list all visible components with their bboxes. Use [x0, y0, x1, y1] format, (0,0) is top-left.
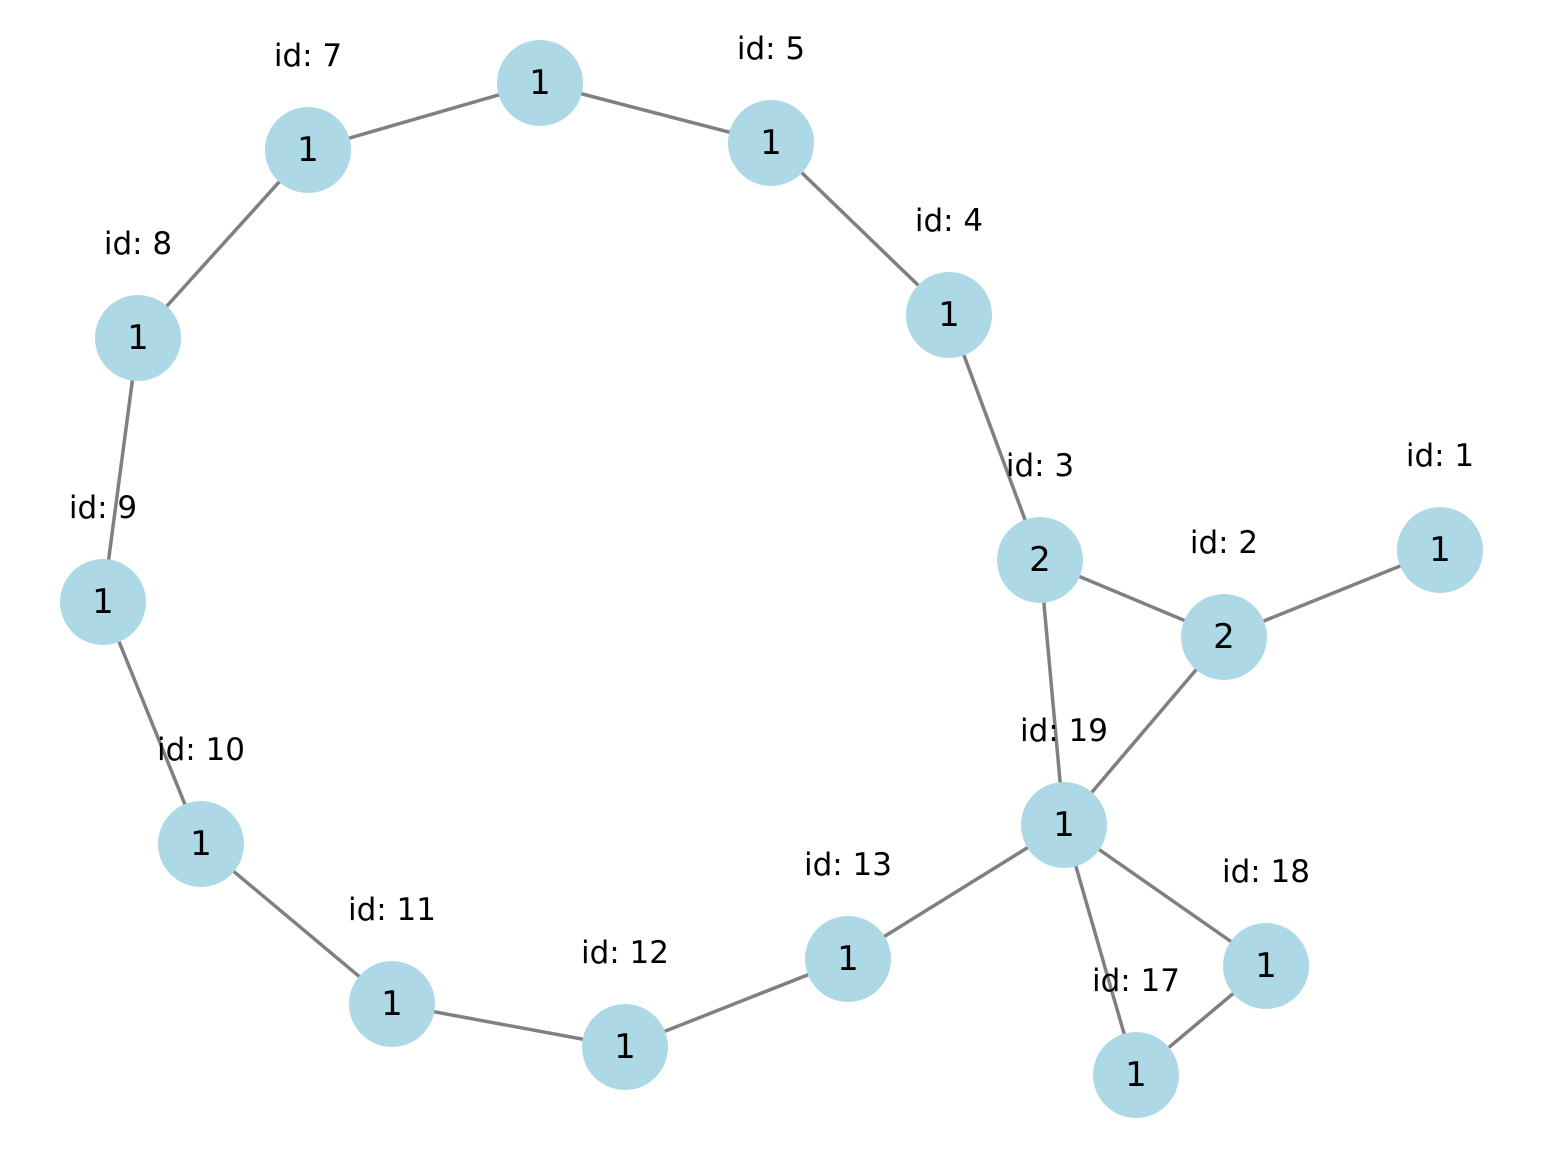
node-id-label: id: 4 [915, 203, 983, 239]
edge-n19-n17 [1062, 823, 1138, 1077]
edge-layer [101, 81, 1442, 1077]
node-circle [1093, 1032, 1179, 1118]
graph-node-n9: 1 id: 9 [60, 490, 146, 645]
node-circle [805, 916, 891, 1002]
node-id-label: id: 10 [157, 732, 245, 768]
node-id-label: id: 12 [581, 935, 669, 971]
node-id-label: id: 7 [274, 38, 342, 74]
node-id-label: id: 3 [1006, 448, 1074, 484]
node-id-label: id: 8 [104, 226, 172, 262]
node-value-label: 2 [1029, 540, 1051, 580]
node-value-label: 1 [190, 824, 212, 864]
node-circle [1397, 507, 1483, 593]
graph-node-n1: 1 id: 1 [1397, 438, 1483, 593]
graph-node-n12: 1 id: 12 [581, 935, 669, 1090]
node-value-label: 1 [127, 318, 149, 358]
node-value-label: 1 [614, 1027, 636, 1067]
node-value-label: 1 [1255, 946, 1277, 986]
edge-n8-n9 [101, 336, 140, 604]
graph-node-n8: 1 id: 8 [95, 226, 181, 381]
graph-node-n7: 1 id: 7 [265, 38, 351, 193]
node-value-label: 1 [529, 63, 551, 103]
node-id-label: id: 2 [1190, 525, 1258, 561]
graph-node-n18: 1 id: 18 [1222, 854, 1310, 1009]
node-value-label: 2 [1213, 617, 1235, 657]
node-value-label: 1 [1125, 1055, 1147, 1095]
node-circle [582, 1004, 668, 1090]
node-circle [728, 100, 814, 186]
node-circle [497, 40, 583, 126]
node-value-label: 1 [1429, 530, 1451, 570]
graph-node-n5: 1 id: 5 [728, 31, 814, 186]
graph-node-n3: 2 id: 3 [997, 448, 1083, 603]
node-circle [95, 295, 181, 381]
node-circle [1021, 782, 1107, 868]
node-id-label: id: 18 [1222, 854, 1310, 890]
edge-n9-n10 [101, 600, 203, 846]
edge-n3-n4 [947, 313, 1042, 562]
graph-node-n17: 1 id: 17 [1092, 963, 1180, 1118]
node-circle [906, 272, 992, 358]
node-value-label: 1 [938, 295, 960, 335]
graph-node-n11: 1 id: 11 [348, 892, 436, 1047]
node-id-label: id: 5 [737, 31, 805, 67]
node-value-label: 1 [381, 984, 403, 1024]
graph-node-n19: 1 id: 19 [1020, 713, 1108, 868]
node-circle [997, 517, 1083, 603]
graph-node-n13: 1 id: 13 [804, 847, 892, 1002]
node-value-label: 1 [297, 130, 319, 170]
node-id-label: id: 17 [1092, 963, 1180, 999]
node-id-label: id: 19 [1020, 713, 1108, 749]
node-circle [1223, 923, 1309, 1009]
graph-node-n6: 1 [497, 40, 583, 126]
node-value-label: 1 [837, 939, 859, 979]
node-id-label: id: 1 [1406, 438, 1474, 474]
edge-n3-n19 [1038, 558, 1066, 827]
node-id-label: id: 11 [348, 892, 436, 928]
node-circle [265, 107, 351, 193]
node-circle [158, 801, 244, 887]
node-value-label: 1 [92, 582, 114, 622]
node-circle [349, 961, 435, 1047]
node-id-label: id: 9 [69, 490, 137, 526]
graph-node-n10: 1 id: 10 [157, 732, 245, 887]
node-circle [60, 559, 146, 645]
graph-node-n2: 2 id: 2 [1181, 525, 1267, 680]
node-id-label: id: 13 [804, 847, 892, 883]
node-value-label: 1 [760, 123, 782, 163]
node-value-label: 1 [1053, 805, 1075, 845]
node-circle [1181, 594, 1267, 680]
graph-node-n4: 1 id: 4 [906, 203, 992, 358]
